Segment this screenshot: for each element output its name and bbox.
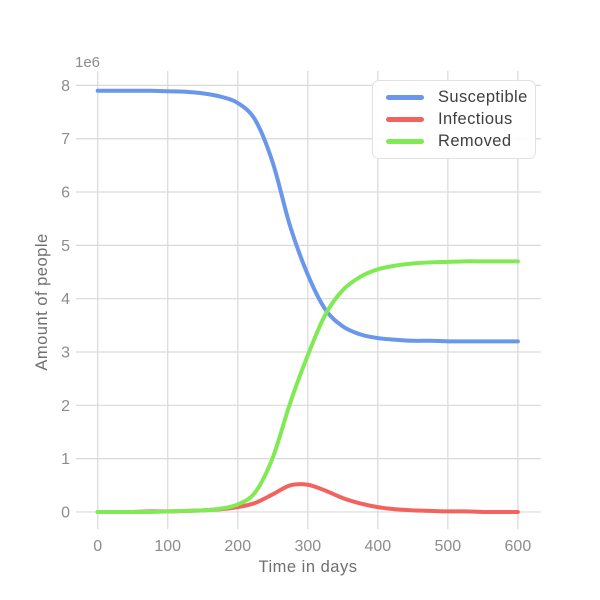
legend-swatch-susceptible bbox=[386, 95, 424, 100]
y-tick-label: 1 bbox=[61, 451, 70, 468]
y-axis-label: Amount of people bbox=[33, 233, 51, 370]
x-tick-label: 500 bbox=[435, 538, 462, 555]
x-tick-label: 300 bbox=[294, 538, 321, 555]
y-tick-label: 7 bbox=[61, 131, 70, 148]
x-tick-label: 100 bbox=[154, 538, 181, 555]
legend-item-infectious: Infectious bbox=[386, 110, 529, 129]
x-axis-label: Time in days bbox=[259, 558, 358, 576]
legend-item-removed: Removed bbox=[386, 132, 529, 151]
legend-swatch-infectious bbox=[386, 117, 424, 122]
series-line-removed bbox=[95, 259, 520, 514]
x-tick-label: 600 bbox=[505, 538, 532, 555]
tick-labels: 0 100 200 300 400 500 600 0 1 2 3 4 5 6 7 8 bbox=[61, 78, 531, 555]
x-tick-label: 0 bbox=[93, 538, 102, 555]
y-tick-label: 4 bbox=[61, 291, 70, 308]
legend-label-susceptible: Susceptible bbox=[438, 88, 528, 106]
y-tick-label: 3 bbox=[61, 344, 70, 361]
y-axis-offset-label: 1e6 bbox=[75, 54, 100, 71]
x-tick-label: 200 bbox=[224, 538, 251, 555]
y-tick-label: 5 bbox=[61, 238, 70, 255]
series-lines bbox=[95, 88, 520, 514]
legend-label-infectious: Infectious bbox=[438, 110, 513, 128]
series-line-susceptible bbox=[95, 88, 520, 344]
legend-swatch-removed bbox=[386, 139, 424, 144]
y-tick-label: 2 bbox=[61, 398, 70, 415]
x-tick-label: 400 bbox=[364, 538, 391, 555]
legend: Susceptible Infectious Removed bbox=[372, 80, 536, 159]
y-tick-label: 0 bbox=[61, 504, 70, 521]
y-tick-label: 8 bbox=[61, 78, 70, 95]
legend-label-removed: Removed bbox=[438, 132, 512, 150]
y-tick-label: 6 bbox=[61, 185, 70, 202]
legend-item-susceptible: Susceptible bbox=[386, 88, 529, 107]
